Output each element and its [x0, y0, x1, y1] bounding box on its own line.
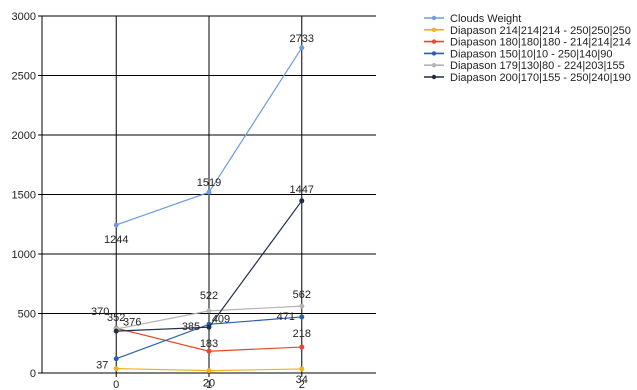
data-label: 1244 — [104, 234, 128, 246]
y-tick-label: 1500 — [12, 190, 36, 202]
series-lines — [113, 45, 305, 374]
data-label: 522 — [200, 290, 218, 302]
data-label: 20 — [203, 378, 215, 390]
data-label: 1519 — [197, 177, 221, 189]
data-label: 218 — [293, 328, 311, 340]
axes: 0 500 1000 1500 2000 2500 3000 0 1 2 — [12, 11, 376, 390]
data-point — [113, 356, 119, 362]
y-tick-label: 2500 — [12, 71, 36, 83]
data-point — [113, 328, 119, 334]
data-point — [206, 189, 212, 195]
legend-marker — [431, 15, 437, 21]
data-label: 1447 — [290, 184, 314, 196]
data-label: 34 — [296, 374, 308, 386]
legend-label: Diapason 180|180|180 - 214|214|214 — [450, 37, 631, 49]
y-tick-label: 2000 — [12, 130, 36, 142]
x-tick-label: 2 — [299, 379, 305, 390]
data-point — [206, 308, 212, 314]
data-point — [299, 198, 305, 204]
y-tick-label: 500 — [18, 309, 36, 321]
legend-item: Diapason 179|130|80 - 224|203|155 — [424, 60, 625, 72]
data-label: 2733 — [290, 33, 314, 45]
legend-item: Diapason 214|214|214 - 250|250|250 — [424, 25, 631, 37]
data-point — [206, 324, 212, 330]
legend-item: Diapason 200|170|155 - 250|240|190 — [424, 72, 631, 84]
y-tick-label: 3000 — [12, 11, 36, 23]
data-label: 352 — [107, 312, 125, 324]
data-label: 471 — [277, 311, 295, 323]
data-point — [299, 344, 305, 350]
legend-item: Diapason 180|180|180 - 214|214|214 — [424, 37, 631, 49]
legend-item: Diapason 150|10|10 - 250|140|90 — [424, 48, 613, 60]
legend-label: Diapason 150|10|10 - 250|140|90 — [450, 48, 613, 60]
data-point — [206, 348, 212, 354]
legend-label: Diapason 214|214|214 - 250|250|250 — [450, 25, 631, 37]
data-label: 385 — [182, 321, 200, 333]
data-point — [206, 368, 212, 374]
y-tick-label: 0 — [30, 368, 36, 380]
legend-marker — [431, 74, 437, 80]
legend-marker — [431, 27, 437, 32]
x-tick-label: 0 — [113, 379, 119, 390]
data-point — [113, 366, 119, 372]
legend-label: Diapason 200|170|155 - 250|240|190 — [450, 72, 631, 84]
data-label: 562 — [293, 289, 311, 301]
data-label: 183 — [200, 338, 218, 350]
data-label: 37 — [96, 360, 108, 372]
legend-marker — [431, 62, 437, 68]
data-label: 409 — [212, 313, 230, 325]
legend-item: Clouds Weight — [424, 13, 521, 25]
data-point — [299, 366, 305, 372]
legend-marker — [431, 51, 437, 56]
data-label: 376 — [123, 316, 141, 328]
x-tick-label: 1 — [206, 379, 212, 390]
data-point — [299, 303, 305, 309]
y-tick-label: 1000 — [12, 249, 36, 261]
legend-label: Diapason 179|130|80 - 224|203|155 — [450, 60, 625, 72]
data-point — [299, 314, 305, 320]
data-point — [299, 45, 305, 51]
legend-label: Clouds Weight — [450, 13, 521, 25]
grid — [42, 15, 376, 373]
legend-marker — [431, 39, 437, 44]
data-label: 370 — [91, 306, 109, 318]
data-point — [113, 222, 119, 228]
